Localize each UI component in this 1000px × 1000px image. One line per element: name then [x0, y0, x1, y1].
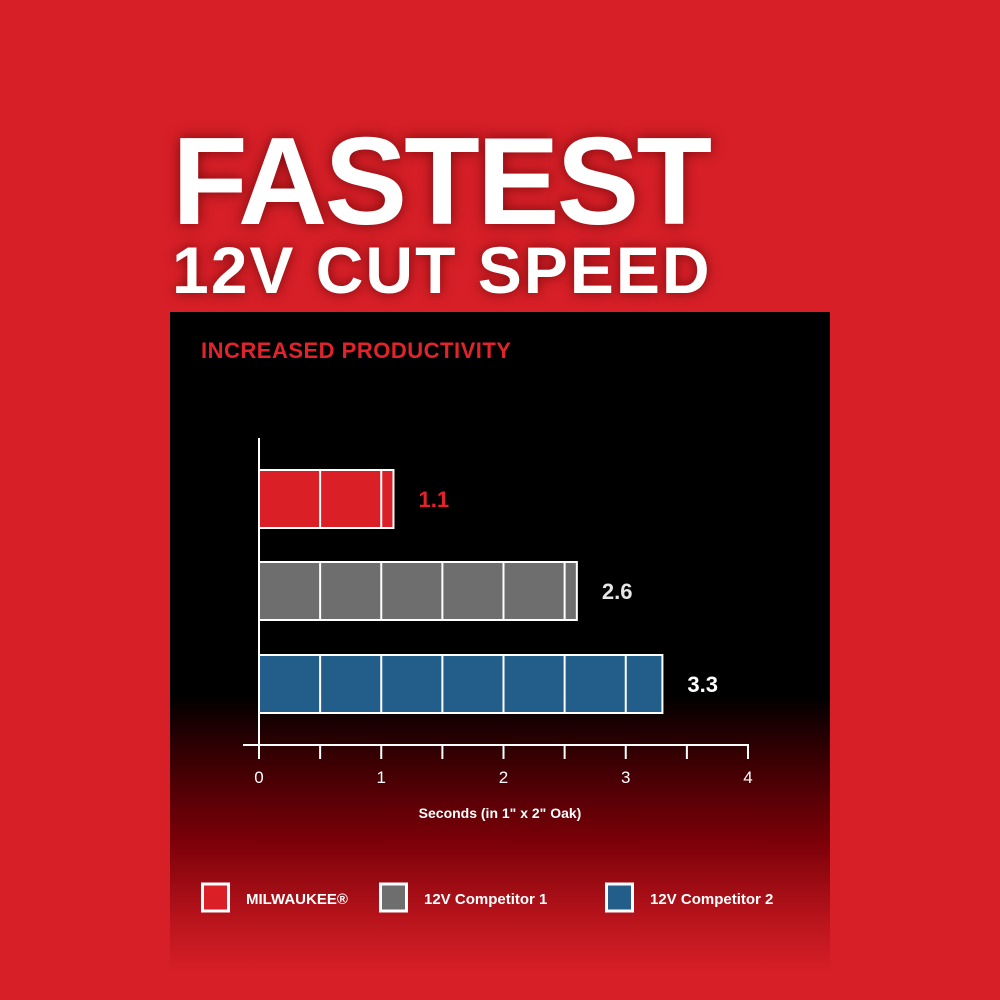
legend-swatch [201, 882, 230, 913]
legend-swatch [605, 882, 634, 913]
legend-label: 12V Competitor 2 [650, 891, 773, 908]
x-tick-label: 4 [743, 768, 752, 787]
x-axis-label: Seconds (in 1" x 2" Oak) [419, 805, 582, 821]
x-tick-label: 3 [621, 768, 630, 787]
x-tick-label: 2 [499, 768, 508, 787]
bar-value-label: 3.3 [687, 672, 718, 697]
x-tick-label: 1 [377, 768, 386, 787]
chart-title: INCREASED PRODUCTIVITY [201, 338, 512, 363]
bar-1 [258, 469, 395, 529]
headline-line1: FASTEST [172, 113, 712, 251]
legend-label: 12V Competitor 1 [424, 891, 547, 908]
legend-label: MILWAUKEE® [246, 891, 348, 908]
chart-panel [170, 312, 830, 972]
legend-swatch [379, 882, 408, 913]
bar-value-label: 2.6 [602, 579, 633, 604]
headline-line2: 12V CUT SPEED [172, 233, 712, 307]
bar-2 [258, 561, 578, 621]
x-tick-label: 0 [254, 768, 263, 787]
bar-value-label: 1.1 [418, 487, 449, 512]
bar-3 [258, 654, 664, 714]
